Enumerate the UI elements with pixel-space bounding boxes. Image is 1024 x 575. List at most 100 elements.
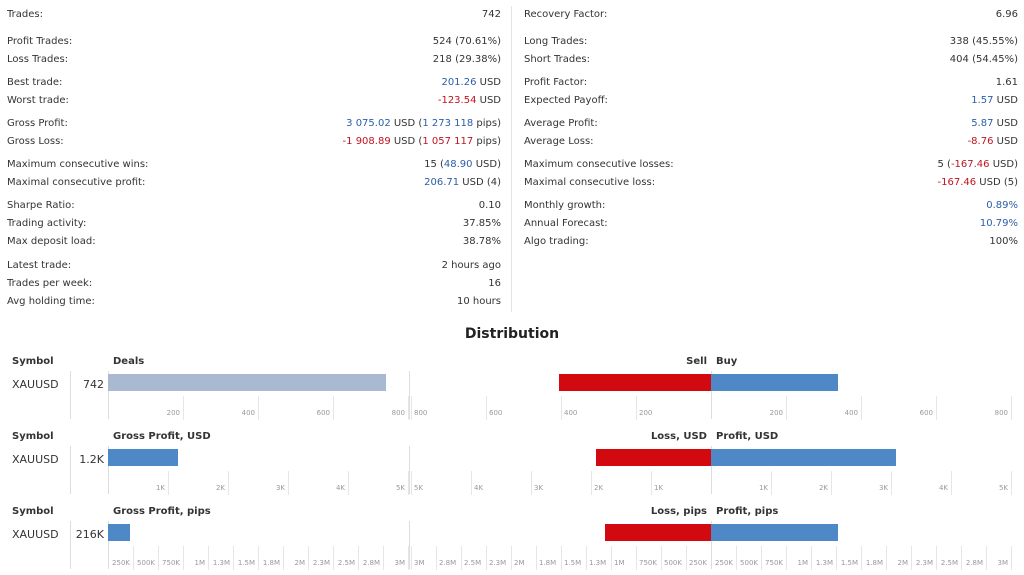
right-stat-row: Maximal consecutive loss: -167.46 USD (5) [524, 174, 1018, 192]
axis-tick [661, 546, 662, 570]
left-stat-row: Latest trade: 2 hours ago [7, 257, 501, 275]
negative-series-header: Loss, pips [650, 506, 707, 517]
stat-label: Maximum consecutive wins: [7, 159, 149, 170]
axis-tick [561, 396, 562, 420]
stat-value: 100% [989, 233, 1018, 251]
stat-value-part: 1.57 [971, 95, 994, 106]
axis-tick [771, 471, 772, 495]
axis-tick-label: 600 [919, 409, 933, 417]
axis-tick-label: 3M [997, 559, 1009, 567]
right-stat-row: Annual Forecast: 10.79% [524, 215, 1018, 233]
axis-tick [258, 396, 259, 420]
stat-label: Expected Payoff: [524, 95, 608, 106]
right-stat-row: Short Trades: 404 (54.45%) [524, 51, 1018, 69]
axis-tick-label: 250K [689, 559, 707, 567]
stat-value-part: USD [476, 77, 501, 88]
axis-tick-label: 1.3M [589, 559, 607, 567]
axis-tick [861, 546, 862, 570]
distribution-section: Symbol Gross Profit, USD Loss, USD Profit, … [0, 431, 1024, 503]
axis-tick-label: 2K [818, 484, 828, 492]
symbol-total-value: 1.2K [79, 453, 104, 466]
axis-tick-label: 2M [294, 559, 306, 567]
stat-value: 5.87 USD [971, 115, 1018, 133]
axis-tick-label: 200 [639, 409, 653, 417]
left-chart-bar [108, 524, 130, 541]
stat-value: 5 (-167.46 USD) [937, 156, 1018, 174]
right-stat-row: Expected Payoff: 1.57 USD [524, 92, 1018, 110]
right-stat-row: Monthly growth: 0.89% [524, 197, 1018, 215]
stat-value-part: 404 (54.45%) [949, 54, 1018, 65]
symbol-header: Symbol [12, 431, 54, 442]
stat-value: 2 hours ago [442, 257, 501, 275]
axis-tick-label: 1.8M [262, 559, 280, 567]
stat-value-part: 37.85% [462, 218, 501, 229]
positive-bar [711, 524, 838, 541]
stat-value-part: 38.78% [462, 236, 501, 247]
axis-tick-label: 500K [740, 559, 758, 567]
distribution-section: Symbol Deals Sell Buy XAUUSD 742 200 400 600 800 8… [0, 356, 1024, 428]
axis-tick [786, 396, 787, 420]
left-chart-bar [108, 374, 386, 391]
axis-tick-label: 600 [316, 409, 330, 417]
stat-value-part: 10.79% [979, 218, 1018, 229]
stat-value: 16 [488, 275, 501, 293]
stat-label: Loss Trades: [7, 54, 69, 65]
axis-tick [168, 471, 169, 495]
axis-tick-label: 3K [275, 484, 285, 492]
stats-left-column: Trades: 742 Profit Trades: 524 (70.61%) Loss… [7, 6, 501, 312]
axis-tick [686, 546, 687, 570]
axis-tick-label: 2.3M [489, 559, 507, 567]
stat-value-part: 742 [481, 9, 501, 20]
axis-tick [951, 471, 952, 495]
stat-value: -1 908.89 USD (1 057 117 pips) [343, 133, 501, 151]
stat-value-part: USD ( [390, 118, 423, 129]
chart-separator [409, 371, 410, 419]
chart-separator [711, 371, 712, 419]
stat-value-part: -1 908.89 [342, 136, 391, 147]
left-stat-row: Loss Trades: 218 (29.38%) [7, 51, 501, 69]
stat-value-part: USD (4) [459, 177, 501, 188]
stat-value-part: 100% [989, 236, 1018, 247]
stat-value: -167.46 USD (5) [938, 174, 1019, 192]
negative-series-header: Sell [686, 356, 707, 367]
column-divider [511, 6, 512, 312]
axis-tick [411, 396, 412, 420]
stat-label: Long Trades: [524, 36, 588, 47]
axis-tick-label: 4K [938, 484, 948, 492]
stat-label: Recovery Factor: [524, 9, 608, 20]
symbol-header: Symbol [12, 356, 54, 367]
stat-value-part: USD [993, 136, 1018, 147]
axis-tick [586, 546, 587, 570]
chart-separator [70, 521, 71, 569]
axis-tick-label: 400 [564, 409, 578, 417]
axis-tick [308, 546, 309, 570]
axis-tick [258, 546, 259, 570]
axis-tick-label: 750K [765, 559, 783, 567]
right-stat-row: Average Profit: 5.87 USD [524, 115, 1018, 133]
left-chart-title: Deals [113, 356, 145, 367]
axis-tick-label: 5K [414, 484, 424, 492]
axis-tick [486, 396, 487, 420]
chart-separator [711, 446, 712, 494]
stat-label: Average Profit: [524, 118, 598, 129]
stat-value-part: USD) [472, 159, 501, 170]
axis-tick [1011, 546, 1012, 570]
stat-value-part: USD (5) [976, 177, 1018, 188]
stat-value: 37.85% [463, 215, 501, 233]
axis-tick [408, 471, 409, 495]
axis-tick-label: 1K [758, 484, 768, 492]
stat-value: 1.61 [996, 74, 1018, 92]
axis-tick-label: 3K [878, 484, 888, 492]
axis-tick-label: 2.3M [312, 559, 330, 567]
trade-statistics: Trades: 742 Profit Trades: 524 (70.61%) Loss… [0, 6, 1024, 312]
left-stat-row: Worst trade: -123.54 USD [7, 92, 501, 110]
stat-label: Profit Factor: [524, 77, 588, 88]
stat-label: Gross Profit: [7, 118, 68, 129]
stat-value-part: 15 ( [424, 159, 444, 170]
left-stat-row: Trades per week: 16 [7, 275, 501, 293]
stat-value-part: 218 (29.38%) [432, 54, 501, 65]
stat-value: 1.57 USD [971, 92, 1018, 110]
stat-label: Maximum consecutive losses: [524, 159, 674, 170]
axis-tick [358, 546, 359, 570]
axis-tick [383, 546, 384, 570]
